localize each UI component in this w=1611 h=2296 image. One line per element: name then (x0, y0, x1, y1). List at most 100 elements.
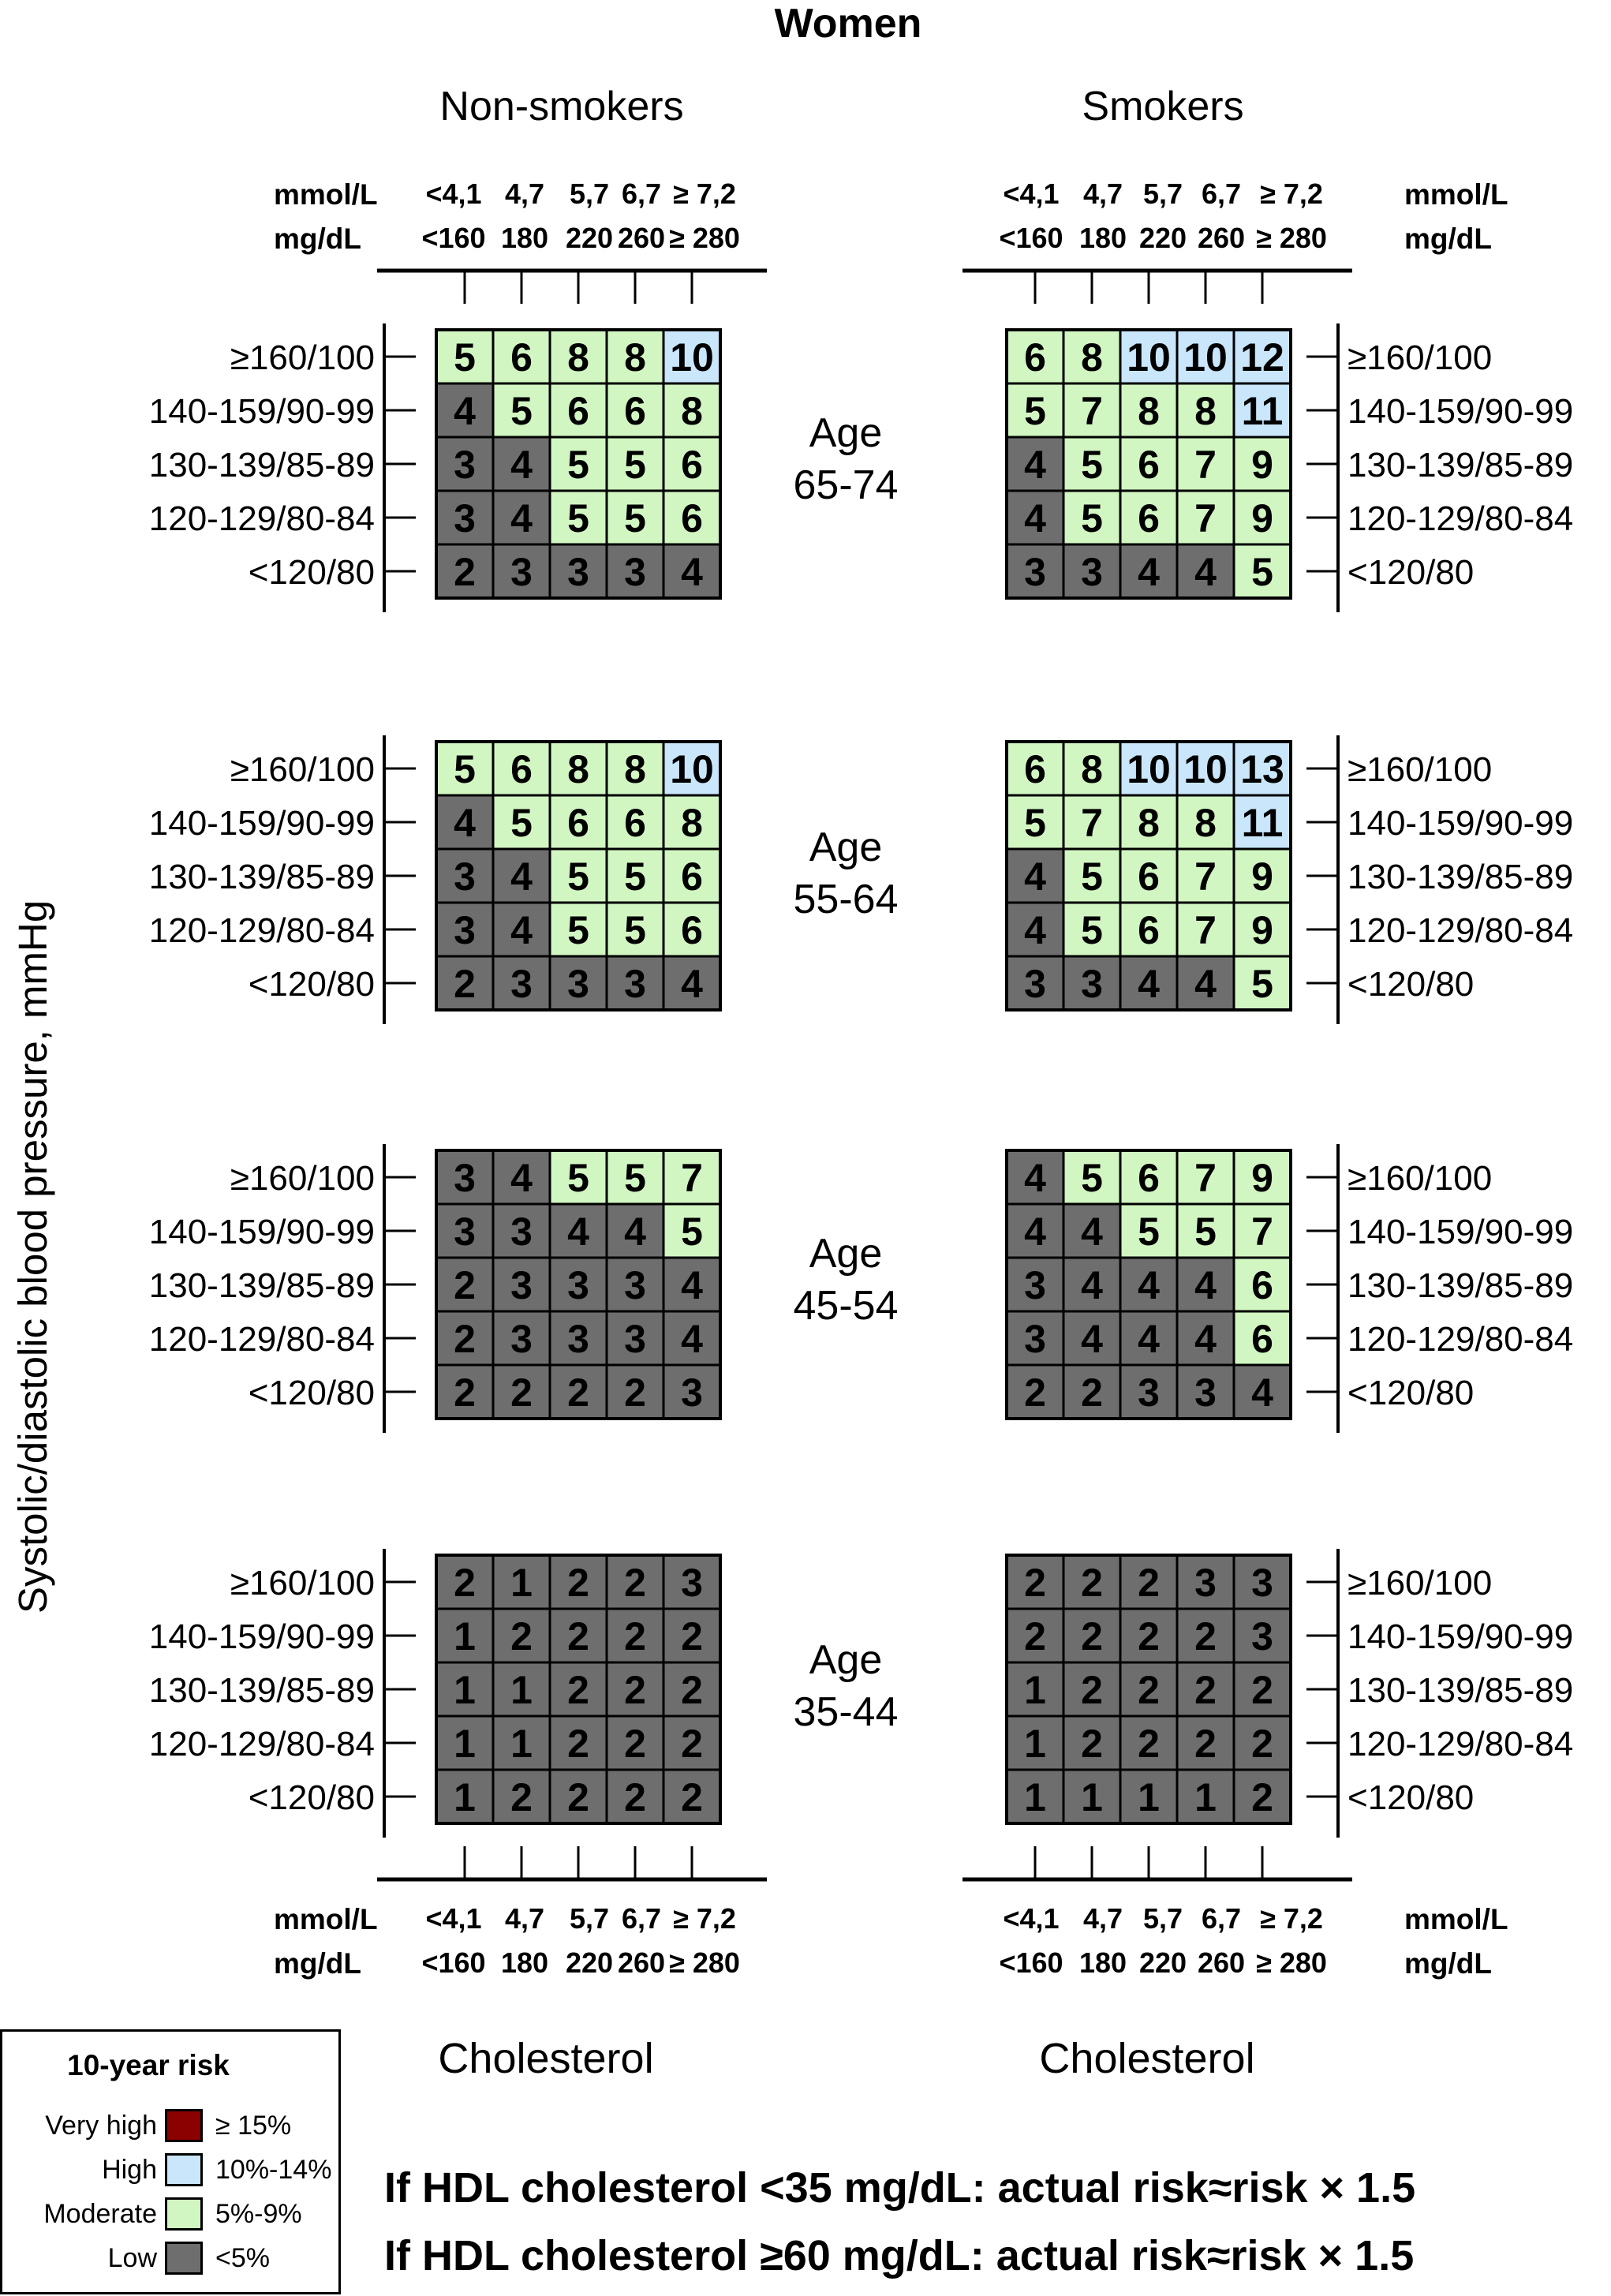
cholesterol-tick-label-mgdl: 220 (566, 222, 613, 254)
bp-tick-label: ≥160/100 (1347, 338, 1492, 377)
risk-cell-value: 3 (624, 1263, 646, 1307)
risk-cell-value: 5 (624, 443, 646, 487)
risk-cell-value: 2 (567, 1722, 589, 1766)
risk-cell-value: 4 (1024, 1210, 1046, 1254)
risk-cell-value: 2 (510, 1370, 533, 1415)
risk-cell-value: 7 (1194, 496, 1217, 540)
risk-cell (1005, 543, 1065, 600)
risk-cell (492, 901, 551, 958)
legend-swatch-very-high (165, 2109, 203, 2142)
bp-tick-label: ≥160/100 (230, 1159, 375, 1198)
risk-cell-value: 5 (567, 1156, 589, 1200)
risk-cell (435, 794, 495, 851)
risk-cell-value: 8 (1138, 801, 1160, 845)
risk-cell-value: 8 (1194, 389, 1217, 433)
bp-tick-label: 130-139/85-89 (1347, 1266, 1573, 1305)
x-axis-label-left: Cholesterol (438, 2035, 654, 2082)
risk-cell (548, 794, 608, 851)
risk-cell-value: 5 (624, 1156, 646, 1200)
risk-cell-value: 6 (681, 443, 703, 487)
bp-tick-label: <120/80 (249, 1374, 375, 1412)
bottom-right-mmol-label: mmol/L (1404, 1903, 1508, 1935)
risk-cell-value: 4 (1194, 1263, 1217, 1307)
risk-cell-value: 6 (1138, 854, 1160, 899)
legend-swatch-moderate (165, 2197, 203, 2231)
risk-cell-value: 2 (454, 550, 476, 594)
risk-cell (1176, 1607, 1235, 1664)
risk-cell-value: 1 (1081, 1775, 1103, 1819)
cholesterol-tick-label-mgdl: ≥ 280 (1256, 222, 1327, 254)
risk-cell-value: 4 (1194, 550, 1217, 594)
risk-cell-value: 4 (1138, 550, 1160, 594)
risk-cell-value: 2 (681, 1614, 703, 1658)
risk-cell (492, 1256, 551, 1313)
risk-cell-value: 2 (624, 1614, 646, 1658)
age-label-55-64: Age 55-64 (793, 825, 899, 922)
risk-cell-value: 2 (454, 962, 476, 1006)
cholesterol-tick-label-mmol: 6,7 (622, 1902, 661, 1935)
risk-cell-value: 5 (1251, 550, 1273, 594)
risk-cell-value: 4 (1024, 854, 1046, 899)
risk-cell-value: 2 (1024, 1370, 1046, 1415)
risk-cell-value: 3 (567, 1263, 589, 1307)
risk-cell-value: 8 (567, 335, 589, 380)
risk-cell-value: 5 (454, 335, 476, 380)
bp-tick-label: 120-129/80-84 (1347, 1320, 1573, 1359)
risk-cell-value: 5 (510, 389, 533, 433)
risk-cell-value: 6 (1138, 908, 1160, 952)
risk-cell-value: 3 (454, 908, 476, 952)
risk-cell-value: 4 (1138, 1263, 1160, 1307)
cholesterol-tick-label-mgdl: 260 (618, 222, 665, 254)
bp-tick-label: 140-159/90-99 (1347, 1617, 1573, 1656)
bp-tick-label: 120-129/80-84 (149, 499, 375, 538)
risk-cell (492, 1310, 551, 1367)
bp-tick-label: 130-139/85-89 (1347, 858, 1573, 896)
hdl-note-high: If HDL cholesterol ≥60 mg/dL: actual ris… (384, 2232, 1415, 2279)
risk-cell (605, 847, 665, 904)
risk-cell-value: 3 (510, 1317, 533, 1361)
risk-cell-value: 2 (1251, 1668, 1273, 1712)
risk-cell-value: 2 (454, 1370, 476, 1415)
bp-tick-label: ≥160/100 (1347, 1564, 1492, 1602)
risk-cell (1232, 1715, 1292, 1771)
legend-item-range: 10%-14% (215, 2155, 332, 2185)
risk-cell-value: 2 (624, 1722, 646, 1766)
risk-cell-value: 6 (681, 854, 703, 899)
risk-cell (492, 847, 551, 904)
risk-cell-value: 2 (1138, 1668, 1160, 1712)
risk-cell (605, 1554, 665, 1610)
risk-cell (1005, 1149, 1065, 1206)
risk-cell-value: 2 (624, 1370, 646, 1415)
risk-cell-value: 9 (1251, 1156, 1273, 1200)
cholesterol-tick-label-mmol: 6,7 (1202, 178, 1241, 210)
risk-cell-value: 4 (1081, 1317, 1103, 1361)
risk-cell-value: 3 (1081, 962, 1103, 1006)
cholesterol-tick-label-mgdl: 180 (1079, 222, 1127, 254)
age-label-35-44: Age 35-44 (793, 1637, 899, 1735)
cholesterol-tick-label-mmol: <4,1 (1003, 178, 1059, 210)
risk-cell (1062, 1149, 1122, 1206)
risk-cell-value: 2 (681, 1668, 703, 1712)
risk-cell-value: 2 (567, 1668, 589, 1712)
risk-cell (1005, 1661, 1065, 1718)
legend-title: 10-year risk (67, 2049, 230, 2081)
risk-cell-value: 3 (567, 550, 589, 594)
cholesterol-tick-label-mmol: 4,7 (1083, 178, 1123, 210)
group-label-non-smokers: Non-smokers (439, 84, 684, 129)
risk-cell-value: 2 (1251, 1722, 1273, 1766)
risk-cell-value: 4 (1194, 962, 1217, 1006)
risk-cell-value: 6 (681, 908, 703, 952)
risk-cell (1119, 1310, 1179, 1367)
top-right-mmol-label: mmol/L (1404, 178, 1508, 211)
cholesterol-tick-label-mmol: 5,7 (570, 178, 609, 210)
risk-cell-value: 2 (1081, 1370, 1103, 1415)
risk-cell-value: 5 (1251, 962, 1273, 1006)
bp-tick-label: 120-129/80-84 (149, 1320, 375, 1359)
bp-tick-label: 130-139/85-89 (149, 446, 375, 484)
risk-cell-value: 6 (1138, 443, 1160, 487)
risk-cell-value: 3 (681, 1561, 703, 1605)
risk-cell (1062, 1715, 1122, 1771)
legend-swatch-low (165, 2242, 203, 2275)
risk-cell-value: 6 (510, 747, 533, 791)
legend-item-label: Low (107, 2243, 157, 2273)
